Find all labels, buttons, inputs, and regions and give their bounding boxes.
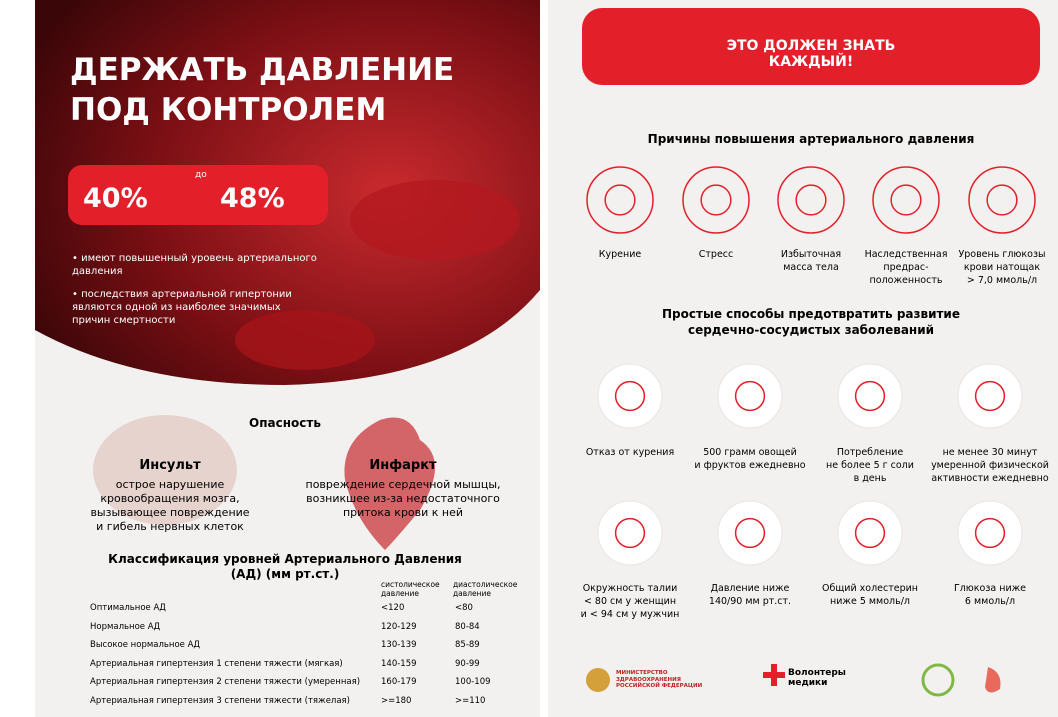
table-cell: 90-99 xyxy=(455,658,480,669)
danger-title: Инфаркт xyxy=(369,458,437,473)
stat-to: 48% xyxy=(220,183,285,214)
table-header: диастолическое давление xyxy=(453,580,518,598)
danger-title: Инсульт xyxy=(139,458,201,473)
title-line: ПОД КОНТРОЛЕМ xyxy=(70,92,387,128)
section-heading: Простые способы предотвратить развитие с… xyxy=(662,307,960,337)
logo-text: Волонтеры медики xyxy=(788,668,846,688)
table-cell: 85-89 xyxy=(455,640,480,650)
stat-from: 40% xyxy=(83,183,148,214)
icon xyxy=(837,500,903,566)
logo-text: МИНИСТЕРСТВО ЗДРАВООХРАНЕНИЯ РОССИЙСКОЙ … xyxy=(616,670,703,689)
prevention-label: 500 грамм овощей и фруктов ежедневно xyxy=(694,447,806,471)
icon xyxy=(957,363,1023,429)
icon xyxy=(682,166,750,234)
table-cell: 130-139 xyxy=(381,640,417,650)
logo-marks xyxy=(586,663,1001,697)
banner-text: ЭТО ДОЛЖЕН ЗНАТЬ КАЖДЫЙ! xyxy=(726,38,896,70)
cause-label: Курение xyxy=(598,249,642,260)
prevention-label: Отказ от курения xyxy=(585,447,675,458)
table-cell: 80-84 xyxy=(455,621,480,632)
table-cell: >=180 xyxy=(381,695,412,706)
banner xyxy=(582,8,1040,85)
table-cell: Артериальная гипертензия 3 степени тяжес… xyxy=(90,695,350,706)
table-cell: >=110 xyxy=(455,695,486,706)
bullet: • последствия артериальной гипертонии яв… xyxy=(72,289,292,326)
table-cell: Нормальное АД xyxy=(90,621,161,632)
table-cell: 100-109 xyxy=(455,677,491,687)
icon xyxy=(586,166,654,234)
left-poster: ДЕРЖАТЬ ДАВЛЕНИЕ ПОД КОНТРОЛЕМ 40% до 48%… xyxy=(35,0,540,717)
title-line: ДЕРЖАТЬ ДАВЛЕНИЕ xyxy=(70,52,455,88)
danger-text: повреждение сердечной мышцы, возникшее и… xyxy=(305,478,501,519)
hero-background xyxy=(35,0,540,385)
cause-label: Избыточная масса тела xyxy=(780,249,842,273)
icon xyxy=(872,166,940,234)
table-cell: <80 xyxy=(455,603,473,613)
prevention-label: Общий холестерин ниже 5 ммоль/л xyxy=(821,583,919,607)
icon xyxy=(957,500,1023,566)
cause-label: Уровень глюкозы крови натощак > 7,0 ммол… xyxy=(958,249,1046,286)
table-cell: <120 xyxy=(381,603,405,613)
danger-heading: Опасность xyxy=(249,416,321,430)
table-header: систолическое давление xyxy=(381,580,440,598)
icon xyxy=(597,500,663,566)
table-cell: 120-129 xyxy=(381,621,417,632)
icon xyxy=(717,363,783,429)
section-heading: Причины повышения артериального давления xyxy=(647,132,975,146)
icon xyxy=(837,363,903,429)
table-cell: 160-179 xyxy=(381,677,417,687)
title: ДЕРЖАТЬ ДАВЛЕНИЕ ПОД КОНТРОЛЕМ xyxy=(70,50,454,130)
cause-label: Стресс xyxy=(698,249,734,260)
table-cell: Артериальная гипертензия 1 степени тяжес… xyxy=(90,658,343,669)
table-title: Классификация уровней Артериального Давл… xyxy=(108,552,462,581)
table-cell: Артериальная гипертензия 2 степени тяжес… xyxy=(90,677,361,687)
icon xyxy=(717,500,783,566)
bullet: • имеют повышенный уровень артериального… xyxy=(72,253,317,277)
right-poster: ЭТО ДОЛЖЕН ЗНАТЬ КАЖДЫЙ! Причины повышен… xyxy=(548,0,1058,717)
prevention-label: не менее 30 минут умеренной физической а… xyxy=(931,447,1049,484)
prevention-label: Окружность талии < 80 см у женщин и < 94… xyxy=(580,583,680,620)
organ-images xyxy=(93,415,435,550)
cause-label: Наследственная предрас- положенность xyxy=(864,249,948,286)
prevention-label: Глюкоза ниже 6 ммоль/л xyxy=(953,583,1027,607)
prevention-label: Давление ниже 140/90 мм рт.ст. xyxy=(708,583,792,607)
prevention-label: Потребление не более 5 г соли в день xyxy=(826,447,914,484)
table-cell: 140-159 xyxy=(381,658,417,669)
icon xyxy=(597,363,663,429)
table-cell: Высокое нормальное АД xyxy=(90,640,201,650)
stat-connector: до xyxy=(195,170,207,180)
icon xyxy=(968,166,1036,234)
icon xyxy=(777,166,845,234)
danger-text: острое нарушение кровообращения мозга, в… xyxy=(90,478,250,533)
table-cell: Оптимальное АД xyxy=(90,603,166,613)
